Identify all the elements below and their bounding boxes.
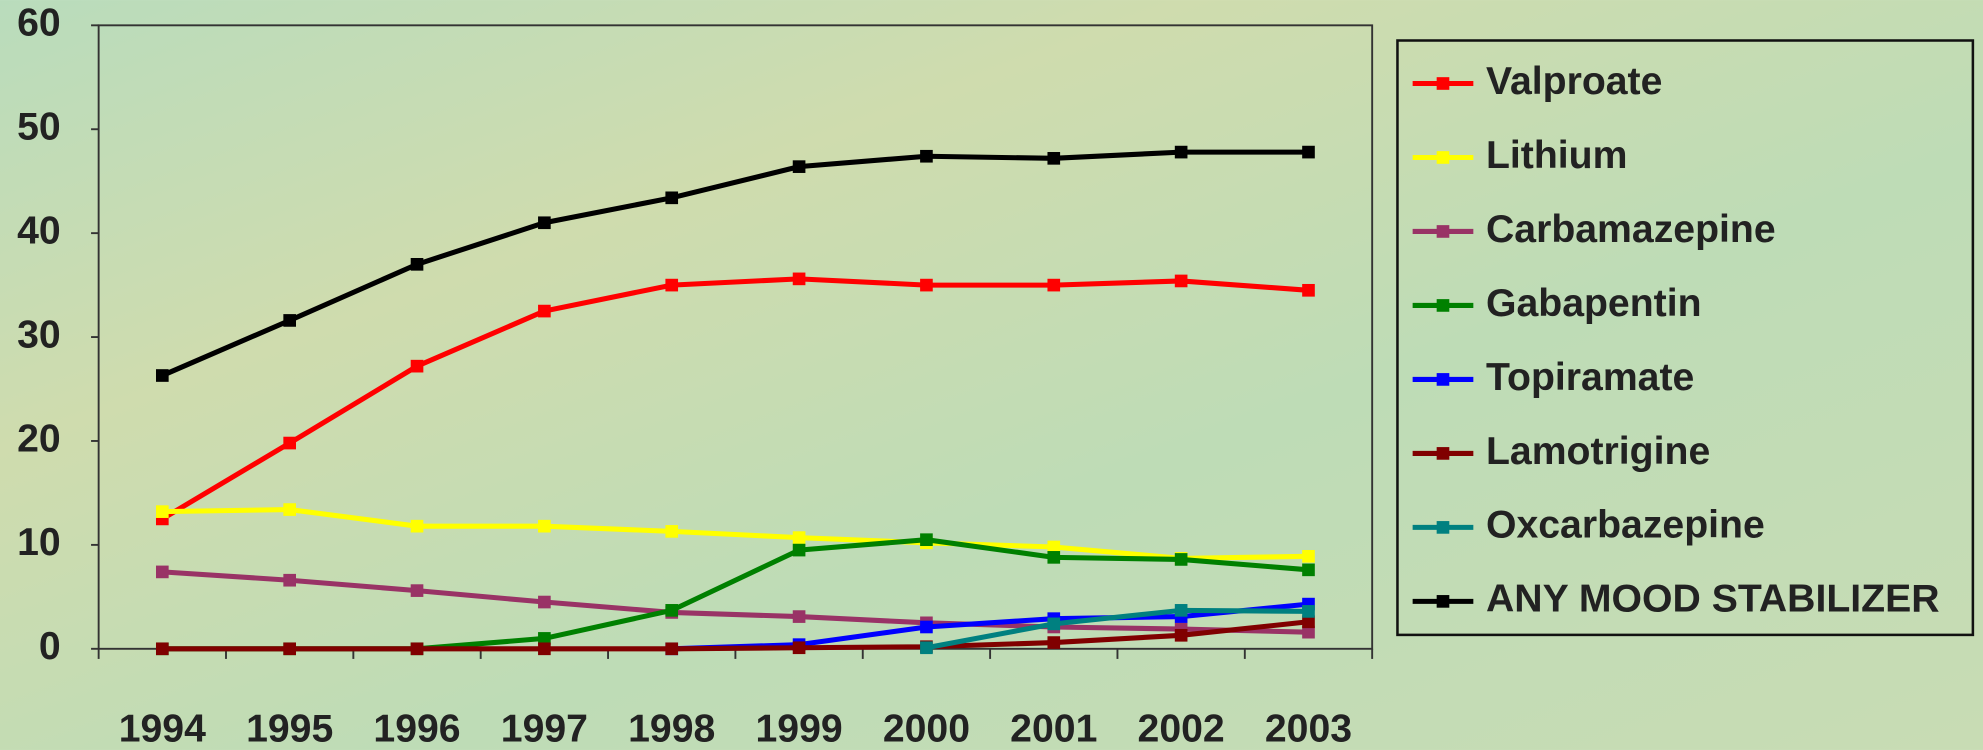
legend-label: Carbamazepine	[1486, 208, 1776, 251]
point	[283, 314, 296, 327]
point	[1047, 551, 1061, 564]
point	[1302, 145, 1315, 159]
point	[792, 272, 806, 286]
y-tick-label: 60	[17, 2, 61, 45]
point	[665, 604, 679, 617]
point	[1174, 628, 1188, 642]
y-tick-label: 20	[17, 417, 61, 460]
x-tick-label: 2002	[1138, 707, 1225, 750]
point	[1174, 145, 1188, 159]
x-tick-label: 2001	[1010, 707, 1097, 750]
point	[1047, 540, 1061, 554]
point	[665, 278, 679, 292]
legend-label: Oxcarbazepine	[1486, 504, 1765, 547]
point	[665, 191, 679, 205]
point	[1047, 636, 1061, 649]
series-line	[925, 607, 1309, 651]
point	[410, 359, 424, 373]
x-tick-label: 1995	[246, 707, 333, 750]
point	[538, 632, 551, 645]
y-tick-label: 10	[17, 521, 61, 564]
point	[1302, 549, 1315, 563]
legend-swatch	[1436, 373, 1450, 386]
x-tick-label: 1996	[373, 707, 460, 750]
x-tick-label: 1994	[119, 707, 206, 750]
point	[792, 641, 806, 655]
point	[1174, 274, 1188, 288]
legend-box	[1396, 39, 1975, 637]
point	[155, 369, 169, 382]
point	[1047, 617, 1061, 631]
legend-label: Gabapentin	[1486, 282, 1702, 325]
legend-label: Lamotrigine	[1486, 430, 1710, 473]
legend-label: Lithium	[1486, 134, 1627, 177]
point	[538, 216, 551, 230]
point	[538, 304, 551, 318]
point	[920, 620, 933, 634]
point	[283, 503, 296, 516]
series-line	[162, 569, 1309, 635]
legend-swatch	[1436, 521, 1450, 534]
point	[1302, 625, 1315, 639]
point	[283, 573, 296, 587]
point	[1174, 553, 1188, 566]
y-tick-label: 30	[17, 313, 61, 356]
point	[920, 149, 933, 163]
legend-swatch	[1436, 151, 1450, 164]
series-line	[162, 619, 1309, 652]
legend-swatch	[1436, 225, 1450, 238]
legend-swatch	[1436, 595, 1450, 608]
point	[410, 257, 424, 271]
legend-swatch	[1436, 299, 1450, 312]
point	[410, 519, 424, 533]
point	[920, 533, 933, 547]
x-tick-label: 2000	[883, 707, 970, 750]
point	[538, 595, 551, 609]
point	[155, 565, 169, 579]
point	[410, 642, 424, 656]
point	[155, 642, 169, 656]
y-tick-label: 0	[39, 625, 61, 668]
x-tick-label: 1999	[755, 707, 842, 750]
legend-label: Topiramate	[1486, 356, 1694, 399]
point	[1302, 283, 1315, 297]
point	[665, 642, 679, 656]
series-line	[161, 149, 1309, 378]
point	[792, 610, 806, 623]
point	[665, 525, 679, 538]
legend-swatch	[1436, 447, 1450, 460]
point	[1047, 152, 1061, 165]
point	[792, 543, 806, 557]
point	[792, 160, 806, 173]
x-tick-label: 2003	[1265, 707, 1352, 750]
legend-swatch	[1436, 77, 1450, 90]
point	[1302, 563, 1315, 577]
series-line	[162, 507, 1309, 561]
legend-label: ANY MOOD STABILIZER	[1486, 578, 1940, 621]
point	[283, 642, 296, 656]
point	[920, 641, 933, 655]
series-line	[671, 601, 1309, 652]
point	[1047, 278, 1061, 292]
x-tick-label: 1997	[501, 707, 588, 750]
point	[792, 531, 806, 544]
point	[920, 278, 933, 292]
legend-label: Valproate	[1486, 60, 1662, 103]
y-tick-label: 40	[17, 210, 61, 253]
point	[410, 584, 424, 597]
y-tick-label: 50	[17, 106, 61, 149]
point	[538, 519, 551, 533]
series-line	[161, 276, 1309, 522]
point	[538, 642, 551, 656]
point	[1302, 615, 1315, 629]
point	[1174, 604, 1188, 617]
point	[283, 436, 296, 450]
point	[155, 505, 169, 518]
x-tick-label: 1998	[628, 707, 715, 750]
point	[1302, 605, 1315, 618]
